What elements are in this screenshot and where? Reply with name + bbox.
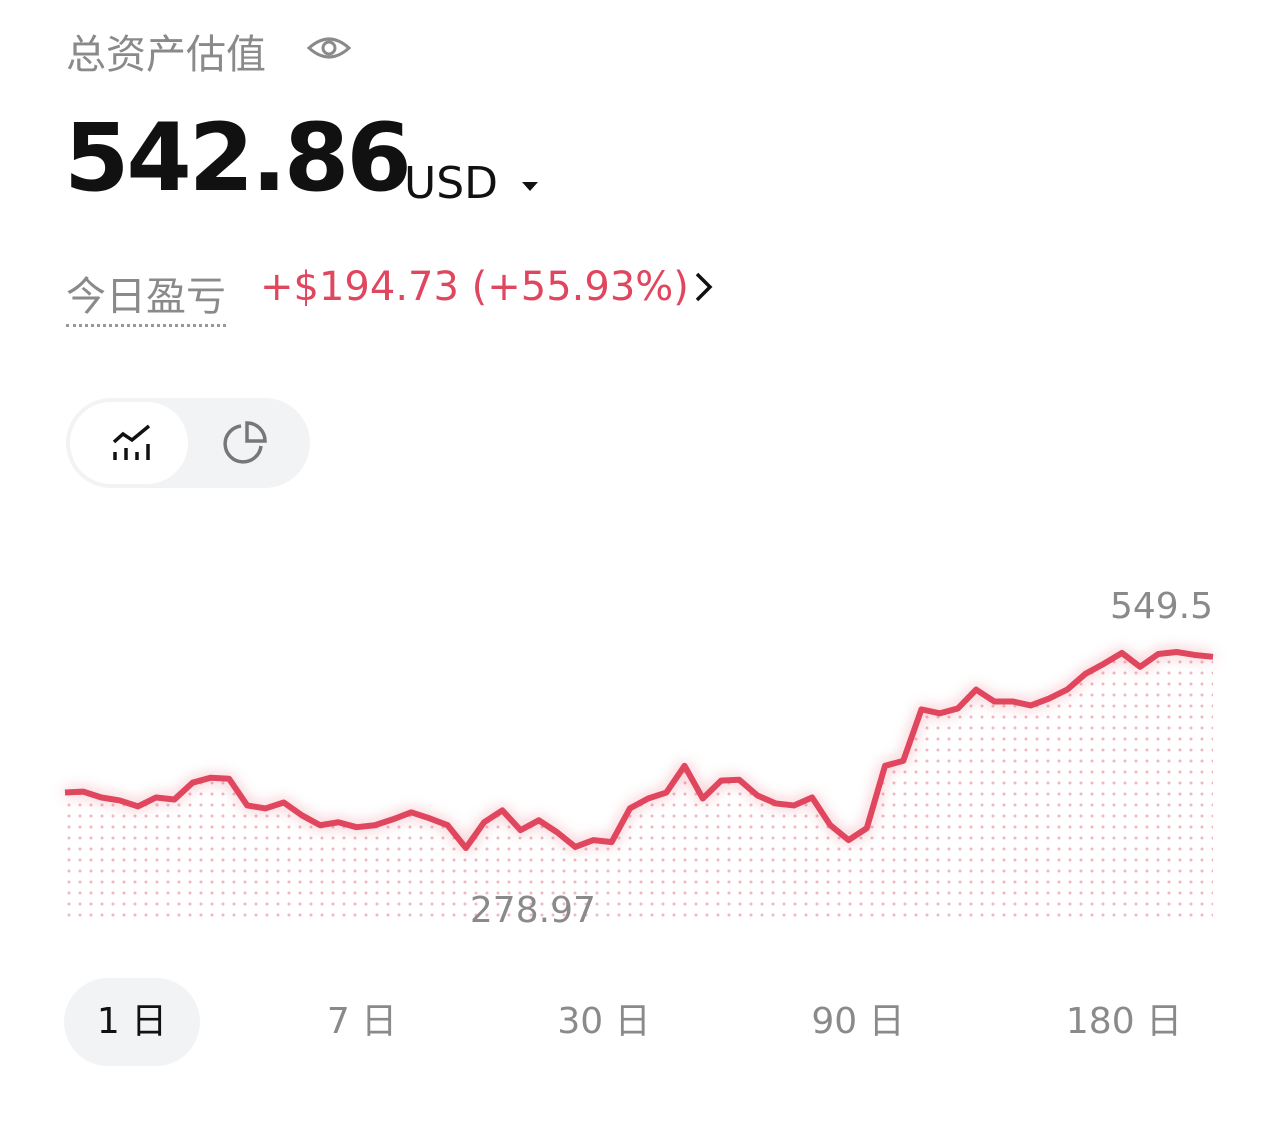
range-tab[interactable]: 7 日	[326, 1001, 398, 1042]
view-toggle	[66, 398, 310, 488]
line	[64, 649, 1214, 851]
range-tab[interactable]: 1 日	[64, 978, 200, 1066]
currency[interactable]: USD	[404, 158, 499, 209]
pnl-amount-value: +$194.73	[260, 264, 459, 310]
line-view-button[interactable]	[70, 402, 188, 484]
eye-icon[interactable]	[306, 28, 352, 68]
title: 总资产估值	[66, 32, 266, 78]
pie-view-button[interactable]	[216, 418, 270, 468]
currency-caret[interactable]	[520, 178, 542, 194]
pnl-amount: +$194.73 (+55.93%)	[260, 264, 689, 310]
range-tab[interactable]: 30 日	[557, 1001, 651, 1042]
low-label: 278.97	[470, 890, 596, 931]
range-tab[interactable]: 180 日	[1065, 1001, 1183, 1042]
range-tab[interactable]: 90 日	[811, 1001, 905, 1042]
high-label: 549.5	[1110, 586, 1213, 627]
pnl-label[interactable]: 今日盈亏	[66, 264, 226, 327]
pnl-percent: (+55.93%)	[471, 264, 689, 310]
line-icon	[112, 424, 151, 460]
chart: 549.5 278.97	[64, 586, 1214, 931]
balance: 542.86	[64, 104, 412, 213]
pnl-arrow[interactable]	[692, 270, 716, 306]
area	[65, 652, 1213, 918]
